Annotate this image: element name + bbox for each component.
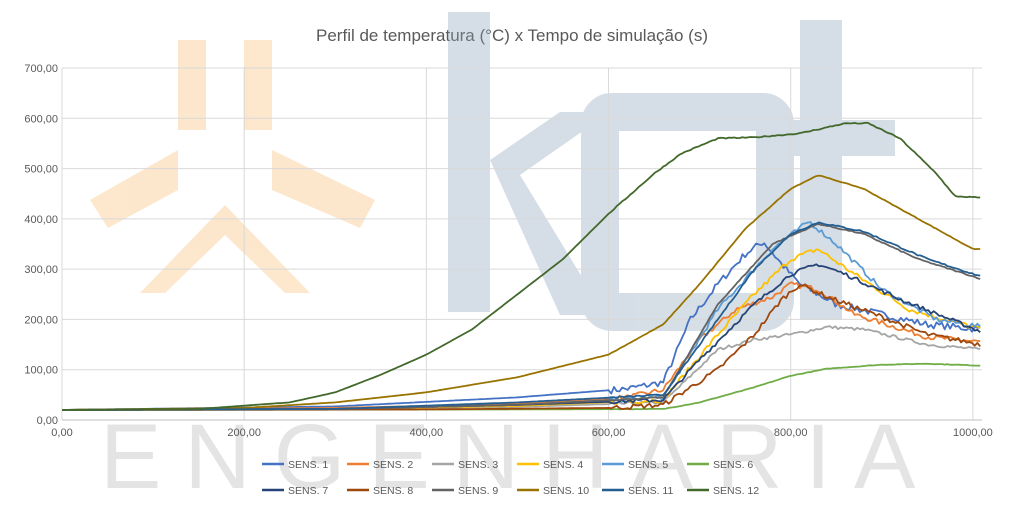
series-line-8: [62, 283, 981, 411]
logo-arm-right: [272, 150, 375, 228]
series-group: [62, 121, 981, 411]
logo-bar-left: [178, 40, 206, 130]
y-tick-label: 600,00: [24, 113, 58, 125]
chart-title: Perfil de temperatura (°C) x Tempo de si…: [316, 26, 708, 45]
y-tick-label: 400,00: [24, 214, 58, 226]
logo-arm-left: [90, 150, 178, 228]
legend-label: SENS. 10: [543, 485, 589, 497]
y-tick-label: 200,00: [24, 314, 58, 326]
kot-t-stem: [800, 20, 842, 320]
logo-watermark: [90, 40, 375, 293]
legend-label: SENS. 5: [628, 459, 668, 471]
x-tick-label: 400,00: [410, 427, 444, 439]
legend-label: SENS. 12: [713, 485, 759, 497]
logo-chevron: [140, 205, 310, 293]
legend-label: SENS. 8: [373, 485, 413, 497]
series-line-11: [62, 221, 981, 411]
y-tick-label: 0,00: [37, 415, 58, 427]
series-line-1: [62, 242, 981, 411]
series-line-12: [62, 121, 981, 411]
y-tick-label: 100,00: [24, 365, 58, 377]
kot-o: [581, 93, 794, 331]
kot-watermark: [448, 12, 895, 331]
legend: SENS. 1 SENS. 2 SENS. 3 SENS. 4 SENS. 5 SENS.…: [262, 459, 759, 497]
kot-k-stem: [448, 12, 490, 312]
legend-label: SENS. 1: [288, 459, 328, 471]
series-line-7: [62, 263, 981, 411]
legend-label: SENS. 9: [458, 485, 498, 497]
x-tick-label: 600,00: [592, 427, 626, 439]
x-tick-label: 200,00: [227, 427, 261, 439]
legend-label: SENS. 11: [628, 485, 673, 497]
logo-bar-right: [244, 40, 272, 130]
legend-label: SENS. 2: [373, 459, 413, 471]
watermark-engenharia: ENGENHARIA: [100, 406, 939, 508]
x-tick-label: 0,00: [51, 427, 72, 439]
kot-k-leg: [490, 112, 610, 315]
legend-label: SENS. 4: [543, 459, 583, 471]
legend-label: SENS. 7: [288, 485, 328, 497]
x-tick-label: 1000,00: [953, 427, 993, 439]
x-tick-label: 800,00: [774, 427, 808, 439]
y-tick-label: 300,00: [24, 264, 58, 276]
axes: 0,00 100,00 200,00 300,00 400,00 500,00 600,00…: [24, 63, 992, 439]
legend-label: SENS. 3: [458, 459, 498, 471]
y-tick-label: 500,00: [24, 164, 58, 176]
y-tick-label: 700,00: [24, 63, 58, 75]
grid: [61, 67, 982, 421]
legend-label: SENS. 6: [713, 459, 753, 471]
